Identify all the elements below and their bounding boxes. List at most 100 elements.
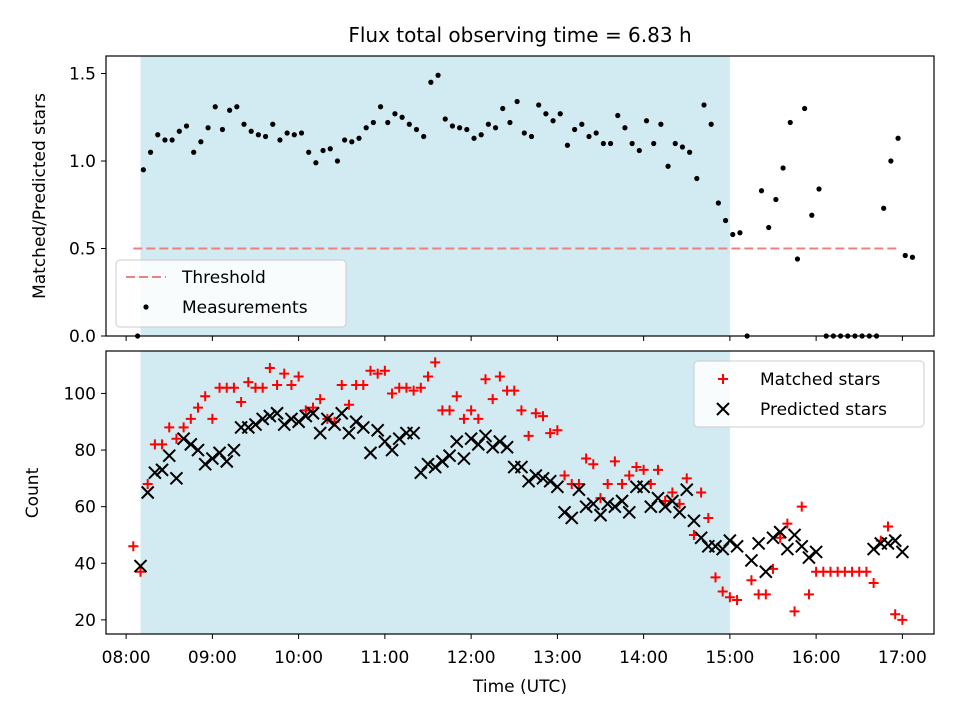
predicted-point [514,460,529,474]
predicted-point [277,417,291,432]
matched-point [423,371,433,382]
matched-point [530,408,541,419]
measurement-point [564,142,571,148]
predicted-point [421,457,435,471]
matched-point [164,422,175,433]
predicted-point [665,494,680,508]
measurement-point [183,123,190,129]
matched-point [890,609,901,620]
measurement-point [255,132,261,138]
top-y-ticks: 0.0 0.5 1.0 1.5 [69,65,106,347]
measurement-point [536,102,542,108]
measurement-point [701,102,707,108]
predicted-point [751,536,766,551]
predicted-point [169,471,184,486]
measurement-point [385,119,391,126]
predicted-point [536,471,550,486]
matched-point [358,379,369,390]
measurement-point [643,118,650,124]
predicted-point [586,497,601,511]
matched-point [573,479,584,490]
predicted-point [579,499,593,514]
matched-point [624,470,635,481]
predicted-point [370,423,385,437]
predicted-point [744,553,759,568]
predicted-point [184,437,198,452]
measurement-point [722,217,729,224]
predicted-point [687,514,701,528]
measurement-point [730,231,736,238]
predicted-point [543,474,557,488]
x-tick-label: 13:00 [533,648,582,668]
measurement-point [428,79,434,85]
measurement-point [665,163,671,169]
measurement-point [413,126,420,133]
measurement-point [176,128,182,134]
matched-point [228,382,239,393]
matched-point [681,473,692,484]
matched-point [243,377,254,388]
matched-point [458,413,469,424]
predicted-point [349,415,363,429]
top-y-axis-label: Matched/Predicted stars [30,93,50,299]
measurement-point [902,252,908,259]
measurement-point [478,132,484,138]
measurement-point [694,175,700,182]
legend-threshold-label: Threshold [181,268,266,288]
matched-point [717,586,728,597]
matched-point [128,541,139,552]
matched-point [523,430,534,441]
predicted-point [708,539,723,553]
measurement-point [449,123,456,129]
matched-point [653,464,663,475]
measurement-point [895,135,901,141]
predicted-point [306,406,320,420]
predicted-point [363,446,378,460]
matched-point [487,394,498,405]
matched-point [883,521,893,532]
top-legend-box [115,259,347,328]
matched-point [552,425,563,436]
measurement-point [421,133,427,140]
measurement-point [794,256,801,262]
x-tick-label: 15:00 [705,648,754,668]
measurement-point [766,224,772,231]
matched-point [466,405,477,416]
matched-point [588,459,599,470]
legend-matched-label: Matched stars [760,370,880,390]
measurement-point [241,121,247,127]
measurement-point [471,135,477,141]
top-x-ticks [125,336,903,341]
predicted-point [615,494,629,508]
measurement-point [464,126,470,133]
measurement-point [600,140,606,147]
measurement-point [284,130,290,136]
measurement-point [485,121,491,127]
predicted-point [450,434,464,449]
predicted-point [392,432,406,446]
predicted-point [888,533,902,548]
predicted-point [385,443,399,457]
measurement-point [507,119,513,126]
predicted-point [191,443,205,457]
matched-point [796,501,807,512]
predicted-point [356,420,371,435]
legend-predicted-swatch [716,402,730,416]
measurement-point [658,121,664,127]
measurement-point [306,149,312,155]
matched-point [379,365,390,376]
measurement-point [356,135,362,141]
matched-point [200,391,211,402]
measurement-point [313,160,319,166]
matched-point [897,614,908,625]
measurement-point [363,125,369,131]
measurement-point [773,196,779,203]
measurement-point [212,104,218,110]
legend-predicted-label: Predicted stars [760,400,887,420]
matched-point [293,371,304,382]
measurement-point [392,111,398,117]
predicted-point [787,528,802,542]
x-tick-label: 14:00 [619,648,668,668]
measurement-points [135,72,916,339]
matched-point [617,479,628,490]
